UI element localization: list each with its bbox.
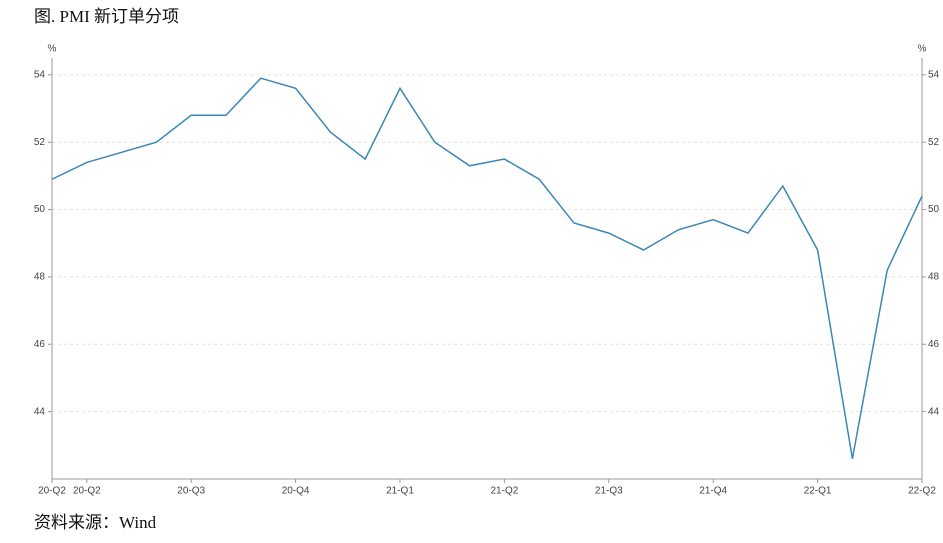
x-tick-label: 22-Q1 <box>804 486 832 497</box>
x-tick-label: 20-Q2 <box>38 486 66 497</box>
y-tick-label: 50 <box>34 204 46 215</box>
data-line <box>51 77 923 459</box>
x-tick-label: 20-Q3 <box>177 486 205 497</box>
y-tick-label: 46 <box>34 339 46 350</box>
y-tick-label: 54 <box>34 69 46 80</box>
y-tick-label: 52 <box>34 137 46 148</box>
y-tick-label: 48 <box>34 272 46 283</box>
chart-title: 图. PMI 新订单分项 <box>34 7 179 26</box>
x-tick-label: 22-Q2 <box>908 486 936 497</box>
y2-tick-label: 48 <box>928 272 940 283</box>
y2-unit: % <box>918 44 927 55</box>
x-tick-label: 21-Q4 <box>699 486 727 497</box>
x-tick-label: 20-Q4 <box>282 486 310 497</box>
x-tick-label: 21-Q2 <box>491 486 519 497</box>
y2-tick-label: 50 <box>928 204 940 215</box>
y2-tick-label: 52 <box>928 137 940 148</box>
y2-tick-label: 46 <box>928 339 940 350</box>
y2-tick-label: 44 <box>928 406 940 417</box>
source-note: 资料来源：Wind <box>34 513 157 532</box>
x-tick-label: 20-Q2 <box>73 486 101 497</box>
y2-tick-label: 54 <box>928 69 940 80</box>
x-tick-label: 21-Q3 <box>595 486 623 497</box>
y-tick-label: 44 <box>34 406 46 417</box>
y-unit: % <box>48 44 57 55</box>
x-tick-label: 21-Q1 <box>386 486 414 497</box>
